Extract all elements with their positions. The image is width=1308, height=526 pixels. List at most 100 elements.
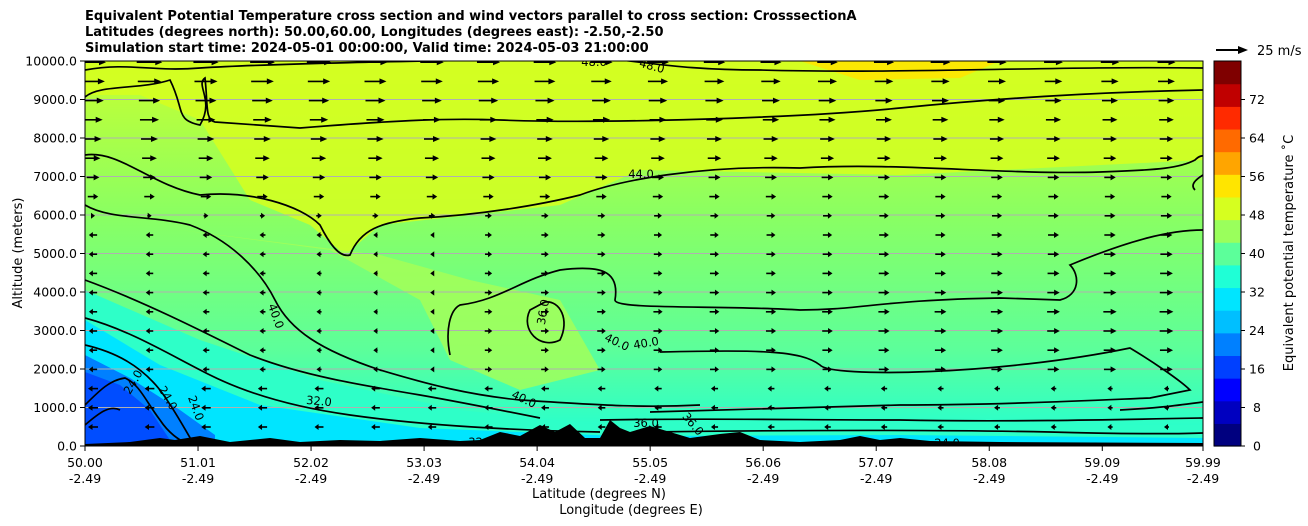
- wind-vector: [647, 78, 669, 85]
- wind-vector: [259, 232, 266, 238]
- wind-vector: [1103, 308, 1117, 315]
- wind-vector: [823, 212, 832, 219]
- wind-vector: [765, 193, 777, 200]
- wind-vector: [1048, 212, 1059, 219]
- wind-vector: [1157, 61, 1176, 66]
- wind-vector: [424, 155, 440, 162]
- wind-vector: [88, 347, 98, 354]
- x-tick-label-lat: 54.04: [519, 455, 555, 470]
- wind-vector: [88, 366, 98, 373]
- wind-vector: [139, 116, 160, 123]
- wind-vector: [1159, 116, 1174, 123]
- wind-vector: [373, 347, 378, 354]
- wind-vector: [934, 328, 947, 334]
- wind-vector: [482, 174, 495, 181]
- wind-vector: [1047, 366, 1060, 373]
- wind-vector: [654, 385, 662, 392]
- wind-vector: [202, 289, 210, 296]
- wind-vector: [1160, 174, 1173, 181]
- wind-vector: [994, 404, 1000, 411]
- wind-vector: [654, 212, 662, 219]
- wind-vector: [597, 385, 606, 392]
- wind-vector: [763, 136, 779, 142]
- wind-vector: [257, 404, 268, 411]
- contour-label: 40.0: [632, 334, 660, 352]
- wind-vector: [989, 136, 1005, 142]
- wind-vector: [257, 193, 268, 200]
- x-tick-label-lon: -2.49: [1086, 471, 1118, 486]
- wind-vector: [879, 212, 889, 219]
- wind-vector: [933, 136, 948, 142]
- wind-vector: [193, 61, 219, 66]
- wind-vectors: [85, 61, 1176, 430]
- wind-vector: [991, 366, 1003, 373]
- wind-vector: [540, 328, 550, 334]
- wind-vector: [765, 328, 777, 334]
- wind-vector: [427, 385, 437, 392]
- wind-vector: [1160, 212, 1173, 219]
- wind-vector: [365, 97, 386, 104]
- x-tick-label-lon: -2.49: [408, 471, 440, 486]
- wind-vector: [761, 78, 781, 85]
- wind-vector: [817, 78, 838, 85]
- wind-vector: [480, 136, 497, 142]
- x-tick-label-lon: -2.49: [747, 471, 779, 486]
- wind-vector: [1158, 78, 1175, 85]
- wind-vector: [1160, 232, 1173, 238]
- wind-vector: [991, 174, 1003, 181]
- contour-48-top: [85, 61, 1203, 72]
- y-tick-label: 3000.0: [33, 323, 77, 338]
- y-tick-label: 10000.0: [25, 54, 77, 69]
- colorbar-segment: [1214, 174, 1241, 198]
- wind-vector: [597, 328, 606, 334]
- colorbar-segment: [1214, 423, 1241, 447]
- wind-vector: [937, 404, 944, 411]
- wind-vector: [250, 61, 275, 66]
- wind-vector: [421, 78, 443, 85]
- y-tick-label: 7000.0: [33, 169, 77, 184]
- contour-40-mid: [447, 229, 1203, 356]
- wind-vector: [594, 155, 609, 162]
- wind-vector: [373, 308, 378, 315]
- wind-vector: [373, 270, 378, 277]
- wind-vector: [196, 116, 216, 123]
- wind-vector: [652, 174, 664, 181]
- wind-vector: [989, 116, 1005, 123]
- wind-vector: [819, 116, 836, 123]
- wind-vector: [541, 251, 549, 258]
- wind-vector: [373, 328, 378, 334]
- wind-vector: [709, 308, 720, 315]
- wind-vector: [931, 78, 950, 85]
- wind-vector: [649, 116, 667, 123]
- wind-vector: [314, 385, 324, 392]
- wind-vector: [875, 97, 893, 104]
- wind-vector: [142, 155, 157, 162]
- wind-vector: [1164, 404, 1169, 411]
- wind-vector: [1044, 78, 1063, 85]
- wind-vector: [484, 347, 493, 354]
- wind-vector: [931, 97, 950, 104]
- wind-vector: [371, 385, 380, 392]
- wind-vector: [1103, 155, 1117, 162]
- wind-vector: [935, 212, 946, 219]
- wind-vector: [1047, 174, 1060, 181]
- wind-vector: [259, 251, 266, 258]
- wind-vector: [1044, 61, 1063, 66]
- colorbar-tick-label: 72: [1249, 92, 1265, 107]
- wind-vector: [760, 61, 782, 66]
- wind-vector: [485, 232, 492, 238]
- wind-vector: [316, 232, 322, 238]
- colorbar-segment: [1214, 287, 1241, 311]
- wind-vector: [1047, 308, 1060, 315]
- wind-vector: [88, 385, 98, 392]
- wind-vector: [991, 289, 1003, 296]
- wind-vector: [430, 251, 435, 258]
- wind-vector: [1159, 289, 1174, 296]
- wind-vector: [1107, 424, 1113, 430]
- wind-vector: [822, 251, 833, 258]
- wind-vector: [762, 97, 780, 104]
- wind-vector: [541, 404, 549, 411]
- colorbar-label: Equivalent potential temperature ˚C: [1281, 135, 1297, 371]
- plot-area: 48.0 48.044.040.0 36.040.0 40.032.0 40.036.0…: [85, 61, 1203, 446]
